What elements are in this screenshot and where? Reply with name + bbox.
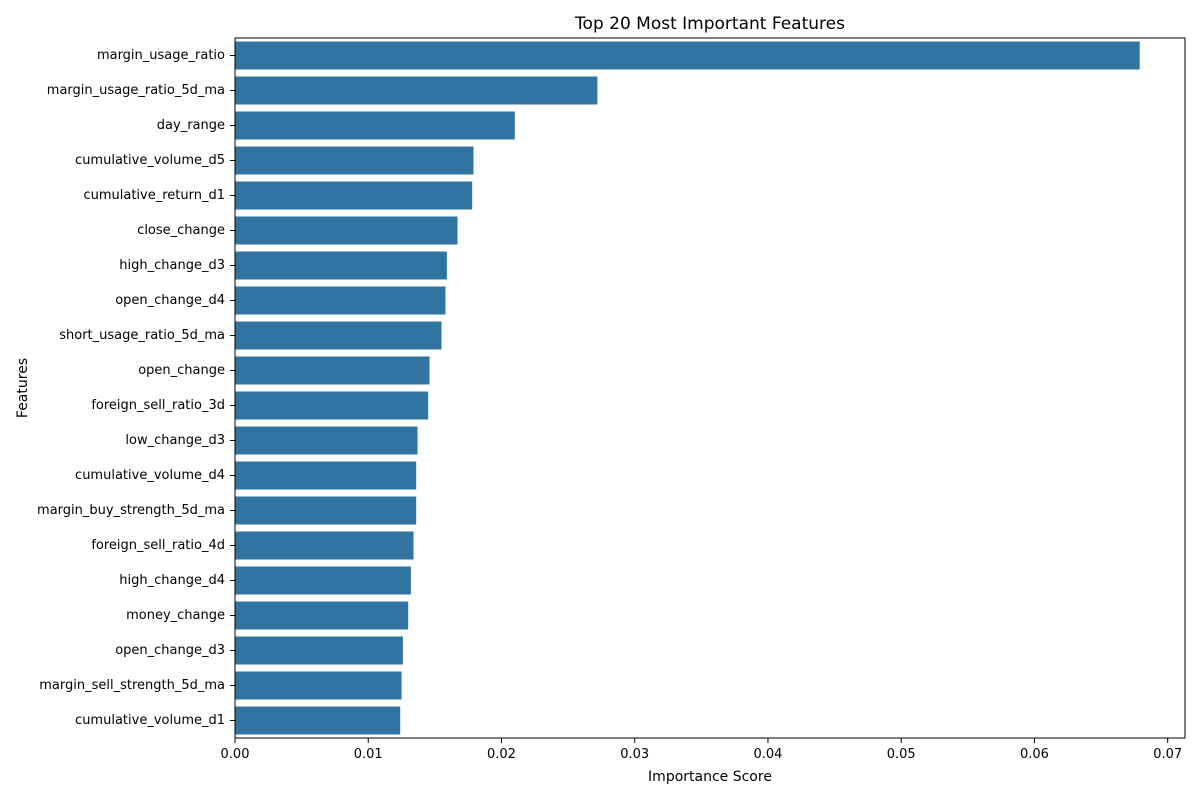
bar-high-change-d3 <box>235 251 447 280</box>
bar-high-change-d4 <box>235 566 411 595</box>
y-tick-label: short_usage_ratio_5d_ma <box>59 328 225 343</box>
y-axis-label: Features <box>15 358 31 418</box>
y-tick-label: foreign_sell_ratio_3d <box>91 398 225 413</box>
bar-margin-usage-ratio <box>235 41 1140 70</box>
y-tick-label: cumulative_volume_d1 <box>75 713 225 728</box>
bar-close-change <box>235 216 458 245</box>
y-tick-label: margin_usage_ratio <box>97 48 225 63</box>
y-ticks-layer: margin_usage_ratio margin_usage_ratio_5d_… <box>37 48 235 728</box>
y-tick-label: high_change_d3 <box>119 258 225 273</box>
x-axis-label: Importance Score <box>648 769 772 785</box>
y-tick-label: money_change <box>126 608 225 623</box>
bar-foreign-sell-ratio-4d <box>235 531 414 560</box>
plot-frame <box>234 37 1186 739</box>
y-tick-label: open_change_d4 <box>115 293 225 308</box>
x-tick-label: 0.05 <box>887 747 916 762</box>
bar-cumulative-return-d1 <box>235 181 473 210</box>
y-tick-label: margin_sell_strength_5d_ma <box>39 678 225 693</box>
bar-day-range <box>235 111 515 140</box>
bar-cumulative-volume-d1 <box>235 706 401 735</box>
y-tick-label: open_change <box>138 363 225 378</box>
x-tick-label: 0.07 <box>1153 747 1182 762</box>
y-tick-label: foreign_sell_ratio_4d <box>91 538 225 553</box>
bars-layer <box>235 41 1140 735</box>
x-tick-label: 0.04 <box>753 747 782 762</box>
bar-short-usage-ratio-5d-ma <box>235 321 442 350</box>
y-tick-label: day_range <box>157 118 225 133</box>
bar-margin-buy-strength-5d-ma <box>235 496 417 525</box>
bar-foreign-sell-ratio-3d <box>235 391 429 420</box>
bar-low-change-d3 <box>235 426 418 455</box>
bar-margin-sell-strength-5d-ma <box>235 671 402 700</box>
bar-open-change-d3 <box>235 636 403 665</box>
bar-open-change <box>235 356 430 385</box>
y-tick-label: cumulative_volume_d5 <box>75 153 225 168</box>
bar-open-change-d4 <box>235 286 446 315</box>
x-tick-label: 0.01 <box>354 747 383 762</box>
bar-cumulative-volume-d4 <box>235 461 417 490</box>
axes-layer <box>234 37 1186 739</box>
x-tick-label: 0.03 <box>620 747 649 762</box>
y-tick-label: margin_buy_strength_5d_ma <box>37 503 225 518</box>
y-tick-label: cumulative_return_d1 <box>83 188 225 203</box>
y-tick-label: high_change_d4 <box>119 573 225 588</box>
y-tick-label: cumulative_volume_d4 <box>75 468 225 483</box>
x-tick-label: 0.00 <box>221 747 250 762</box>
chart-title: Top 20 Most Important Features <box>574 14 845 34</box>
bar-margin-usage-ratio-5d-ma <box>235 76 598 105</box>
y-tick-label: close_change <box>137 223 225 238</box>
x-ticks-layer: 0.00 0.01 0.02 0.03 0.04 0.05 0.06 0.07 <box>221 738 1182 762</box>
x-tick-label: 0.02 <box>487 747 516 762</box>
y-tick-label: open_change_d3 <box>115 643 225 658</box>
bar-money-change <box>235 601 409 630</box>
y-tick-label: margin_usage_ratio_5d_ma <box>47 83 225 98</box>
y-tick-label: low_change_d3 <box>125 433 225 448</box>
bar-cumulative-volume-d5 <box>235 146 474 175</box>
x-tick-label: 0.06 <box>1020 747 1049 762</box>
